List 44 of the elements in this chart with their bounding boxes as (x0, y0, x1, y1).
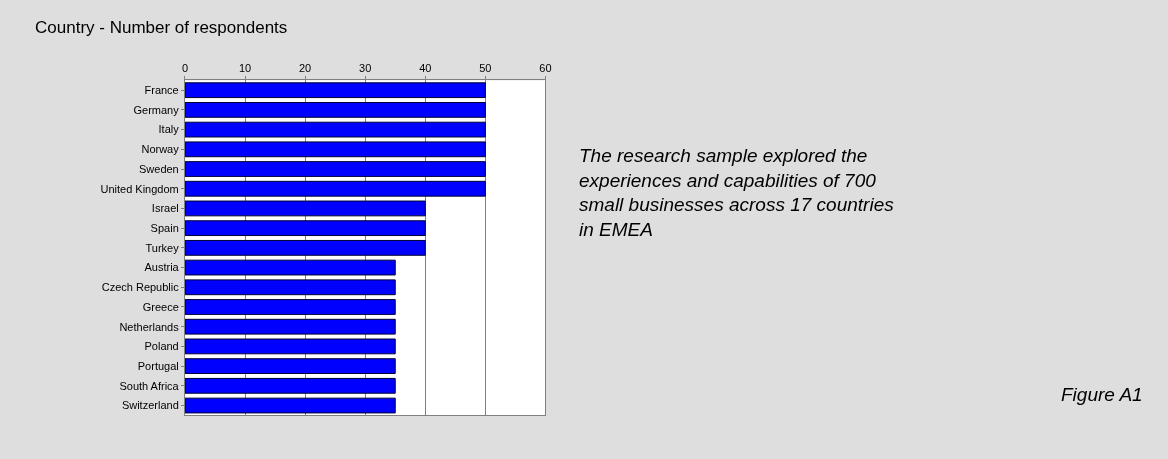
y-tick-label: France (144, 84, 179, 97)
bar (184, 200, 426, 217)
y-tick-label: Czech Republic (101, 281, 180, 294)
bar (184, 220, 426, 237)
x-tick-label: 40 (419, 61, 432, 74)
y-tick-label: Austria (144, 261, 180, 274)
caption: Figure A1 (1061, 384, 1143, 405)
x-tick-label: 20 (298, 61, 312, 74)
bar (184, 279, 396, 296)
bar (184, 318, 396, 335)
y-tick-label: Italy (158, 123, 180, 136)
y-tick-label: Netherlands (119, 320, 180, 333)
bar (184, 358, 396, 375)
y-tick-label: Greece (142, 300, 179, 313)
bar (184, 141, 486, 158)
y-tick-label: Poland (144, 340, 179, 353)
y-tick-label: Israel (151, 202, 179, 215)
y-tick-label: South Africa (119, 379, 180, 392)
x-tick-label: 50 (479, 61, 492, 74)
bar (184, 377, 396, 394)
bar (184, 180, 486, 197)
text: The research sample explored the experiences and capabilities of 700 small businesses across 17 countries in EMEA (579, 145, 895, 241)
x-tick-label: 10 (238, 61, 252, 74)
bar (184, 338, 396, 355)
bar (184, 299, 396, 315)
bar (184, 101, 486, 118)
bar (184, 259, 396, 276)
y-tick-label: Norway (141, 143, 180, 156)
y-tick-label: Switzerland (121, 399, 179, 412)
y-tick-label: Portugal (137, 359, 179, 372)
bar (184, 397, 396, 414)
y-tick-label: Sweden (139, 162, 179, 175)
y-tick-label: Germany (133, 103, 180, 116)
x-tick-label: 0 (181, 61, 189, 74)
y-tick-label: Turkey (145, 241, 180, 254)
bar (184, 161, 486, 177)
y-tick-label: United Kingdom (100, 182, 179, 195)
bar (184, 82, 486, 99)
bar (184, 239, 426, 256)
bar (184, 121, 486, 138)
chart-title: Country - Number of respondents (35, 17, 288, 37)
y-tick-label: Spain (150, 222, 179, 234)
x-tick-label: 60 (539, 61, 552, 74)
x-tick-label: 30 (359, 61, 372, 74)
